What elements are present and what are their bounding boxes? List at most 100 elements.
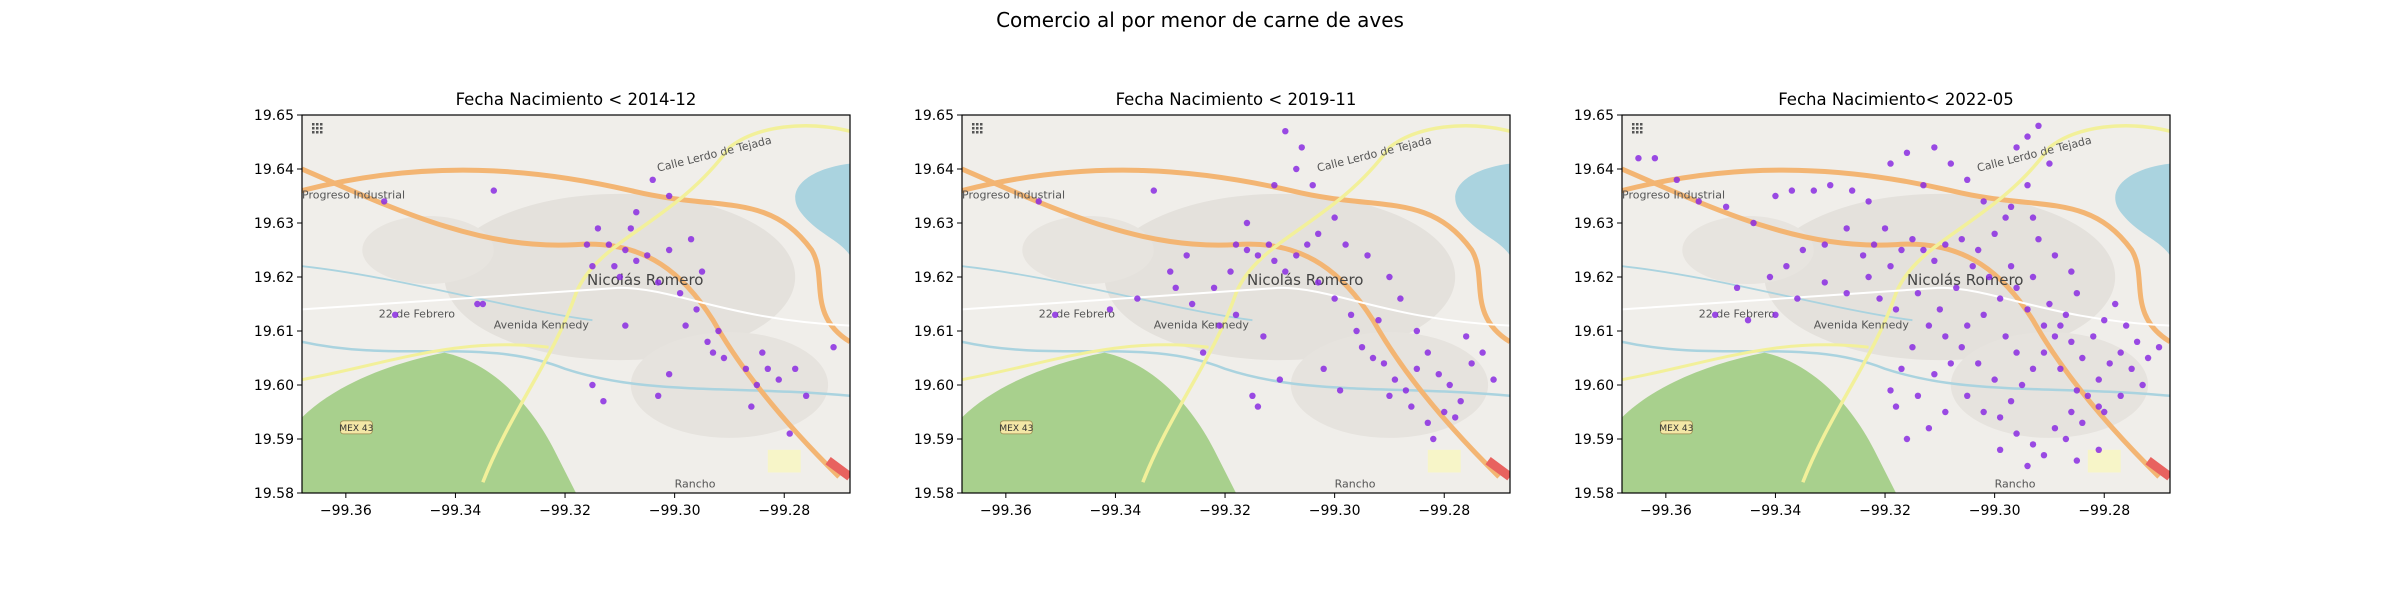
basemap: Nicolás Romero Progreso Industrial 22 de F… <box>1622 115 2170 493</box>
data-point <box>1035 198 1042 205</box>
data-point <box>1843 290 1850 297</box>
y-tick-label: 19.62 <box>1574 270 1614 286</box>
data-point <box>2035 236 2042 243</box>
data-point <box>2057 322 2064 329</box>
data-point <box>830 344 837 351</box>
data-point <box>1347 311 1355 318</box>
data-point <box>1985 273 1993 281</box>
data-point <box>381 198 388 205</box>
y-tick-label: 19.58 <box>1574 486 1614 502</box>
panel-title: Fecha Nacimiento < 2014-12 <box>456 90 697 109</box>
data-point <box>802 392 810 399</box>
data-point <box>589 381 596 389</box>
data-point <box>2046 160 2053 167</box>
data-point <box>2013 430 2020 437</box>
y-tick-label: 19.65 <box>254 108 294 124</box>
data-point <box>2035 122 2042 129</box>
data-point <box>2057 365 2064 372</box>
data-point <box>1188 300 1196 308</box>
data-point <box>1772 192 1779 200</box>
x-tick-label: −99.32 <box>1859 503 1911 519</box>
grid-icon-dot <box>980 123 983 126</box>
route-shield-label: MEX 43 <box>339 424 373 434</box>
route-shield <box>999 420 1033 435</box>
grid-icon-dot <box>972 131 975 134</box>
data-point <box>1843 225 1850 232</box>
basemap: Nicolás Romero Progreso Industrial 22 de F… <box>962 115 1510 493</box>
data-point <box>2051 252 2059 259</box>
secondary-road <box>302 343 549 382</box>
grid-icon-dot <box>320 127 323 130</box>
data-point <box>1980 408 1987 416</box>
urban-area <box>1682 215 1814 285</box>
x-tick-label: −99.30 <box>1969 503 2021 519</box>
data-point <box>1243 219 1251 227</box>
data-point <box>1172 284 1179 291</box>
grid-icon-dot <box>1636 127 1639 130</box>
data-point <box>1903 435 1911 443</box>
data-point <box>1799 246 1807 254</box>
lake <box>2115 163 2170 256</box>
data-point <box>748 403 755 410</box>
y-tick-label: 19.61 <box>914 324 954 340</box>
urban-area <box>1022 215 1154 285</box>
grid-icon-dot <box>320 123 323 126</box>
x-tick-label: −99.32 <box>1199 503 1251 519</box>
y-tick-label: 19.63 <box>1574 216 1614 232</box>
grid-icon <box>972 123 983 134</box>
y-tick-label: 19.63 <box>254 216 294 232</box>
scatter-points <box>1635 122 2163 470</box>
data-point <box>1695 198 1702 205</box>
data-point <box>1931 371 1938 378</box>
place-label: Rancho <box>1335 478 1376 491</box>
data-point <box>1336 387 1344 394</box>
data-point <box>1651 155 1659 162</box>
route-shield-label: MEX 43 <box>1659 424 1693 434</box>
data-point <box>775 376 782 383</box>
grid-icon-dot <box>316 131 319 134</box>
data-point <box>1969 263 1976 270</box>
data-point <box>1167 268 1174 275</box>
data-point <box>2090 333 2097 340</box>
data-point <box>1980 198 1987 205</box>
data-point <box>1865 273 1872 281</box>
data-point <box>1424 419 1432 426</box>
data-point <box>2007 398 2015 405</box>
data-point <box>1914 290 1922 297</box>
grid-icon-dot <box>312 123 315 126</box>
data-point <box>1441 408 1448 416</box>
data-point <box>759 349 766 356</box>
data-point <box>1364 252 1371 259</box>
data-point <box>622 246 629 254</box>
data-point <box>2046 300 2053 308</box>
data-point <box>1947 160 1955 167</box>
data-point <box>1936 306 1944 313</box>
sand-area <box>2087 449 2121 473</box>
data-point <box>1887 160 1894 167</box>
grid-icon-dot <box>980 127 983 130</box>
data-point <box>1254 403 1262 410</box>
data-point <box>479 300 487 308</box>
data-point <box>1794 295 1801 302</box>
x-tick-label: −99.30 <box>1309 503 1361 519</box>
data-point <box>2013 144 2020 151</box>
grid-icon-dot <box>972 127 975 130</box>
data-point <box>1408 403 1415 410</box>
data-point <box>1881 225 1889 232</box>
y-tick-label: 19.59 <box>914 432 954 448</box>
place-label: Progreso Industrial <box>962 189 1065 202</box>
highway <box>962 166 1501 479</box>
data-point <box>1315 279 1322 286</box>
data-point <box>2062 311 2070 318</box>
grid-icon-dot <box>1632 131 1635 134</box>
grid-icon-dot <box>1640 123 1643 126</box>
grid-icon <box>312 123 323 134</box>
data-point <box>2024 462 2031 470</box>
data-point <box>715 327 722 335</box>
data-point <box>1254 252 1262 259</box>
y-tick-label: 19.62 <box>914 270 954 286</box>
data-point <box>2029 441 2037 448</box>
data-point <box>1848 187 1856 194</box>
data-point <box>1996 414 2004 421</box>
data-point <box>1249 392 1256 399</box>
